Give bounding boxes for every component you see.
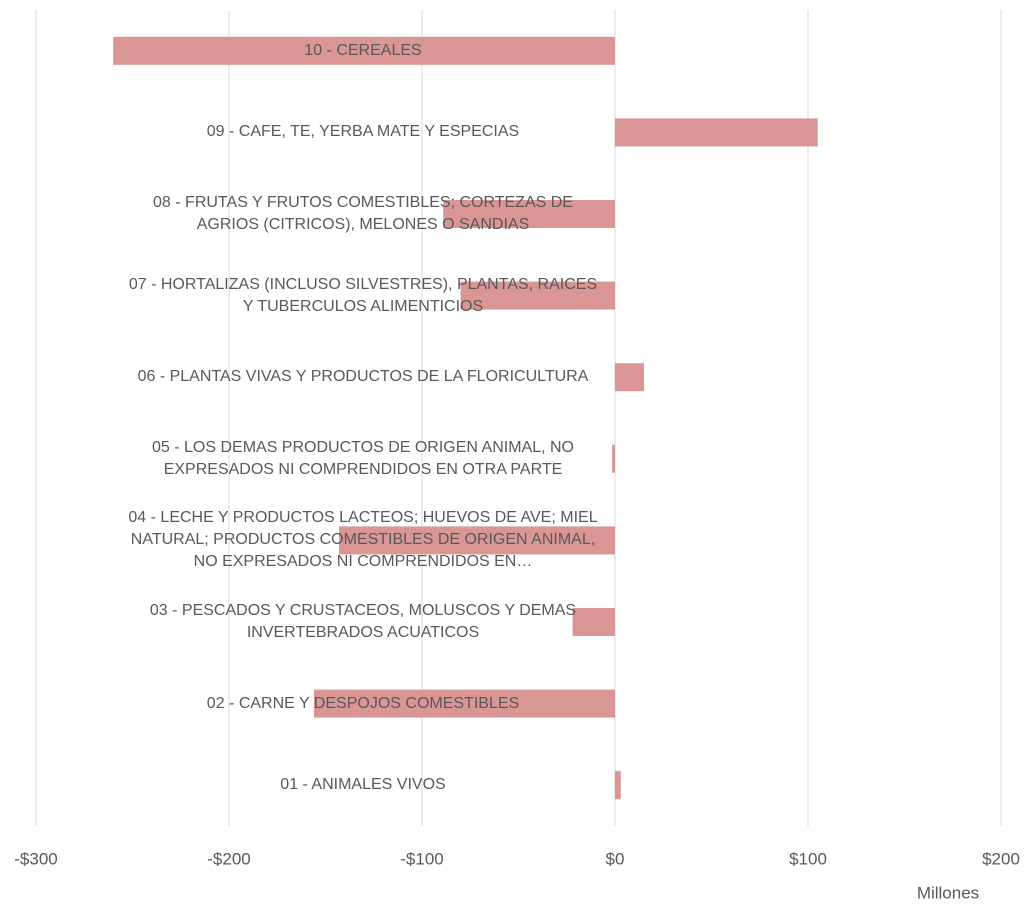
y-tick-label: 09 - CAFE, TE, YERBA MATE Y ESPECIAS xyxy=(206,123,520,141)
bar xyxy=(612,444,615,473)
bar xyxy=(572,608,615,636)
y-tick-label: 05 - LOS DEMAS PRODUCTOS DE ORIGEN ANIMA… xyxy=(151,438,574,478)
y-tick-label: 10 - CEREALES xyxy=(304,41,422,59)
bar xyxy=(113,36,615,65)
bar xyxy=(615,363,644,392)
y-tick-label: 03 - PESCADOS Y CRUSTACEOS, MOLUSCOS Y D… xyxy=(149,602,577,641)
y-tick-label: 02 - CARNE Y DESPOJOS COMESTIBLES xyxy=(206,694,520,712)
bar xyxy=(339,526,615,555)
y-tick-label: 08 - FRUTAS Y FRUTOS COMESTIBLES; CORTEZ… xyxy=(153,194,573,233)
x-tick-label: $200 xyxy=(982,849,1020,868)
axis-unit-label: Millones xyxy=(917,883,979,902)
bar xyxy=(615,771,621,800)
y-tick-label: 07 - HORTALIZAS (INCLUSO SILVESTRES), PL… xyxy=(128,275,598,315)
bar xyxy=(460,281,615,310)
x-tick-label: $100 xyxy=(789,849,827,868)
x-tick-label: -$200 xyxy=(207,849,250,868)
bar xyxy=(615,118,818,147)
bar xyxy=(443,200,615,228)
y-tick-label: 06 - PLANTAS VIVAS Y PRODUCTOS DE LA FLO… xyxy=(137,368,589,386)
bar xyxy=(313,689,615,718)
y-tick-label: 01 - ANIMALES VIVOS xyxy=(280,776,446,794)
y-tick-label: 04 - LECHE Y PRODUCTOS LACTEOS; HUEVOS D… xyxy=(128,509,598,571)
x-tick-label: -$100 xyxy=(400,849,443,868)
x-tick-label: $0 xyxy=(606,849,625,868)
x-tick-label: -$300 xyxy=(14,849,57,868)
